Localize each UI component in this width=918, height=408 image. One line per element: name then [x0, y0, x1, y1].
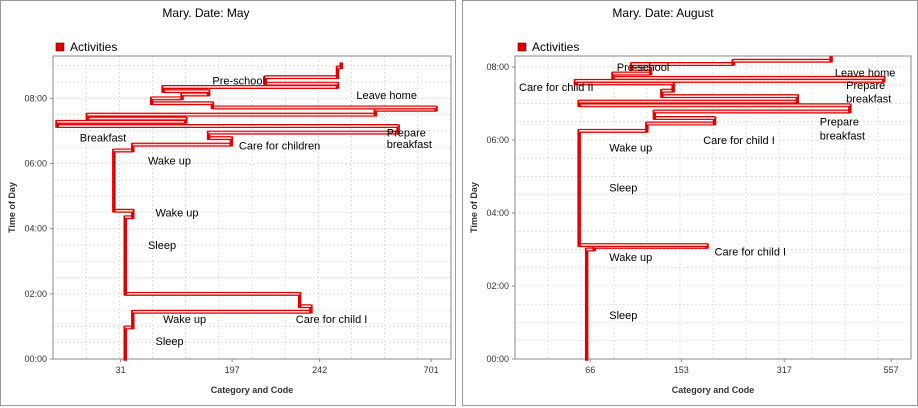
activity-annotation: Care for children	[239, 141, 320, 153]
legend-swatch	[517, 42, 527, 52]
chart-panel-august: Mary. Date: August Activities 00:00 02:00 04…	[462, 0, 918, 406]
x-tick-label: 197	[225, 365, 240, 375]
activity-annotation: Sleep	[156, 336, 184, 348]
x-axis-title: Category and Code	[672, 385, 755, 395]
y-tick-label: 04:00	[24, 224, 47, 234]
x-tick-label: 701	[424, 365, 439, 375]
x-tick-label: 557	[884, 365, 899, 375]
activity-annotation: breakfast	[820, 131, 865, 143]
legend-swatch	[55, 42, 65, 52]
y-tick-label: 08:00	[24, 93, 47, 103]
activity-annotation: Care for child II	[519, 82, 594, 94]
y-tick-label: 06:00	[486, 135, 509, 145]
y-tick-label: 08:00	[486, 62, 509, 72]
chart-title: Mary. Date: August	[612, 6, 714, 20]
activity-annotation: Wake up	[609, 142, 652, 154]
y-axis-title: Time of Day	[469, 182, 479, 233]
plot-frame	[52, 55, 452, 360]
x-axis-title: Category and Code	[211, 385, 294, 395]
activity-annotation: Care for child I	[296, 314, 368, 326]
activity-annotation: Wake up	[156, 207, 199, 219]
activity-annotation: Prepare	[820, 117, 859, 129]
activity-annotation: Care for child I	[715, 246, 787, 258]
chart-svg-august: Mary. Date: August Activities 00:00 02:00 04…	[469, 6, 912, 395]
y-tick-label: 02:00	[486, 281, 509, 291]
chart-panel-may: Mary. Date: May Activities 00:00 02:00 04:00…	[0, 0, 456, 406]
plot-frame	[514, 55, 912, 360]
activity-annotation: Sleep	[609, 182, 637, 194]
activity-annotation: breakfast	[387, 139, 432, 151]
y-tick-label: 00:00	[486, 354, 509, 364]
activity-annotation: Breakfast	[80, 132, 126, 144]
x-tick-label: 31	[116, 365, 126, 375]
chart-title: Mary. Date: May	[162, 6, 249, 20]
activity-annotation: Prepare	[846, 80, 885, 92]
activity-annotation: Wake up	[148, 155, 191, 167]
activity-annotation: Wake up	[609, 252, 652, 264]
activity-annotation: Leave home	[835, 67, 896, 79]
activity-annotation: Sleep	[148, 240, 176, 252]
activity-annotation: Wake up	[163, 314, 206, 326]
chart-svg-may: Mary. Date: May Activities 00:00 02:00 04:00…	[7, 6, 452, 395]
activity-annotation: Prepare	[387, 128, 426, 140]
y-tick-label: 04:00	[486, 208, 509, 218]
activity-annotation: Sleep	[609, 310, 637, 322]
x-tick-label: 153	[674, 365, 689, 375]
y-axis-title: Time of Day	[7, 182, 17, 233]
y-tick-label: 00:00	[24, 354, 47, 364]
activity-annotation: breakfast	[846, 94, 891, 106]
activity-annotation: Pre-school	[617, 62, 670, 74]
activity-annotation: Care for child I	[703, 135, 775, 147]
x-tick-label: 66	[585, 365, 595, 375]
y-tick-label: 02:00	[24, 289, 47, 299]
y-tick-label: 06:00	[24, 159, 47, 169]
activity-annotation: Pre-school	[212, 75, 265, 87]
legend-label: Activities	[532, 40, 579, 54]
x-tick-label: 317	[777, 365, 792, 375]
x-tick-label: 242	[312, 365, 327, 375]
activity-annotation: Leave home	[356, 90, 417, 102]
legend-label: Activities	[70, 40, 117, 54]
